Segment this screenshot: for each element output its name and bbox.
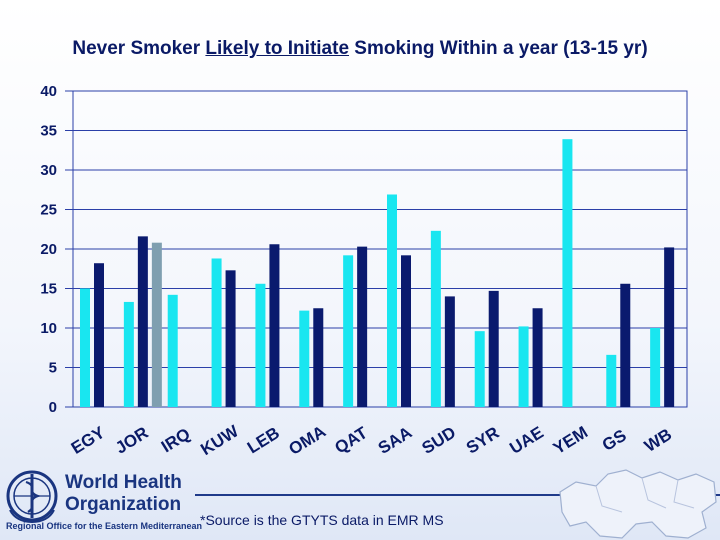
y-tick-label: 30 (40, 162, 57, 179)
title-part-2: Smoking Within a year (13-15 yr) (349, 38, 648, 59)
who-emblem-icon (6, 470, 58, 524)
y-tick-label: 10 (40, 320, 57, 337)
y-tick-label: 20 (40, 241, 57, 258)
bar (532, 308, 543, 407)
bar (401, 255, 411, 407)
bar (211, 258, 222, 407)
bar (167, 294, 178, 407)
bar (430, 230, 441, 407)
bar (357, 246, 368, 407)
bar (299, 310, 310, 407)
x-tick-label: IRQ (158, 424, 194, 456)
bar (94, 263, 104, 407)
x-tick-label: EGY (68, 422, 109, 457)
bar (650, 328, 661, 407)
x-tick-label: OMA (285, 422, 329, 459)
bar (80, 288, 90, 407)
x-tick-label: SUD (419, 423, 460, 458)
y-tick-label: 15 (40, 281, 57, 298)
bar-chart: 0 5 10 15 20 25 30 35 40 EGY JOR IRQ KUW LEB OMA QAT SAA… (40, 83, 688, 459)
y-tick-label: 5 (49, 360, 57, 377)
chart-title: Never Smoker Likely to Initiate Smoking … (0, 38, 720, 72)
who-logo-line1: World Health (65, 472, 182, 493)
x-tick-label: QAT (331, 423, 371, 458)
x-tick-label: GS (599, 426, 630, 455)
bar (620, 283, 631, 407)
bar (606, 354, 617, 407)
y-tick-label: 35 (40, 123, 57, 140)
bar (562, 139, 573, 407)
bar (313, 308, 324, 407)
source-note: *Source is the GTYTS data in EMR MS (200, 512, 444, 528)
bar (444, 296, 455, 407)
who-logo-subtitle: Regional Office for the Eastern Mediterr… (6, 521, 203, 531)
x-tick-label: UAE (506, 423, 547, 458)
x-tick-label: SAA (375, 423, 416, 458)
bar (488, 290, 499, 407)
who-logo-line2: Organization (65, 494, 182, 515)
region-map-icon (559, 469, 717, 539)
bar (474, 331, 485, 407)
bar (255, 283, 266, 407)
x-tick-label: LEB (244, 423, 283, 457)
bar (664, 247, 675, 407)
y-tick-label: 40 (40, 83, 57, 100)
bar (123, 301, 134, 407)
title-underlined: Likely to Initiate (205, 38, 350, 59)
bar (343, 255, 354, 407)
y-tick-label: 0 (49, 399, 57, 416)
x-tick-label: SYR (463, 423, 503, 458)
bar (387, 194, 397, 407)
bar (518, 326, 529, 407)
x-tick-label: JOR (112, 423, 152, 458)
bar (151, 242, 162, 407)
y-tick-label: 25 (40, 202, 57, 219)
title-part-1: Never Smoker (72, 38, 206, 59)
bar (137, 236, 148, 407)
footer-divider (195, 494, 720, 496)
x-tick-label: KUW (197, 421, 242, 459)
who-logo-text: World Health Organization (65, 472, 182, 516)
bar (225, 270, 236, 407)
bar (269, 244, 280, 407)
